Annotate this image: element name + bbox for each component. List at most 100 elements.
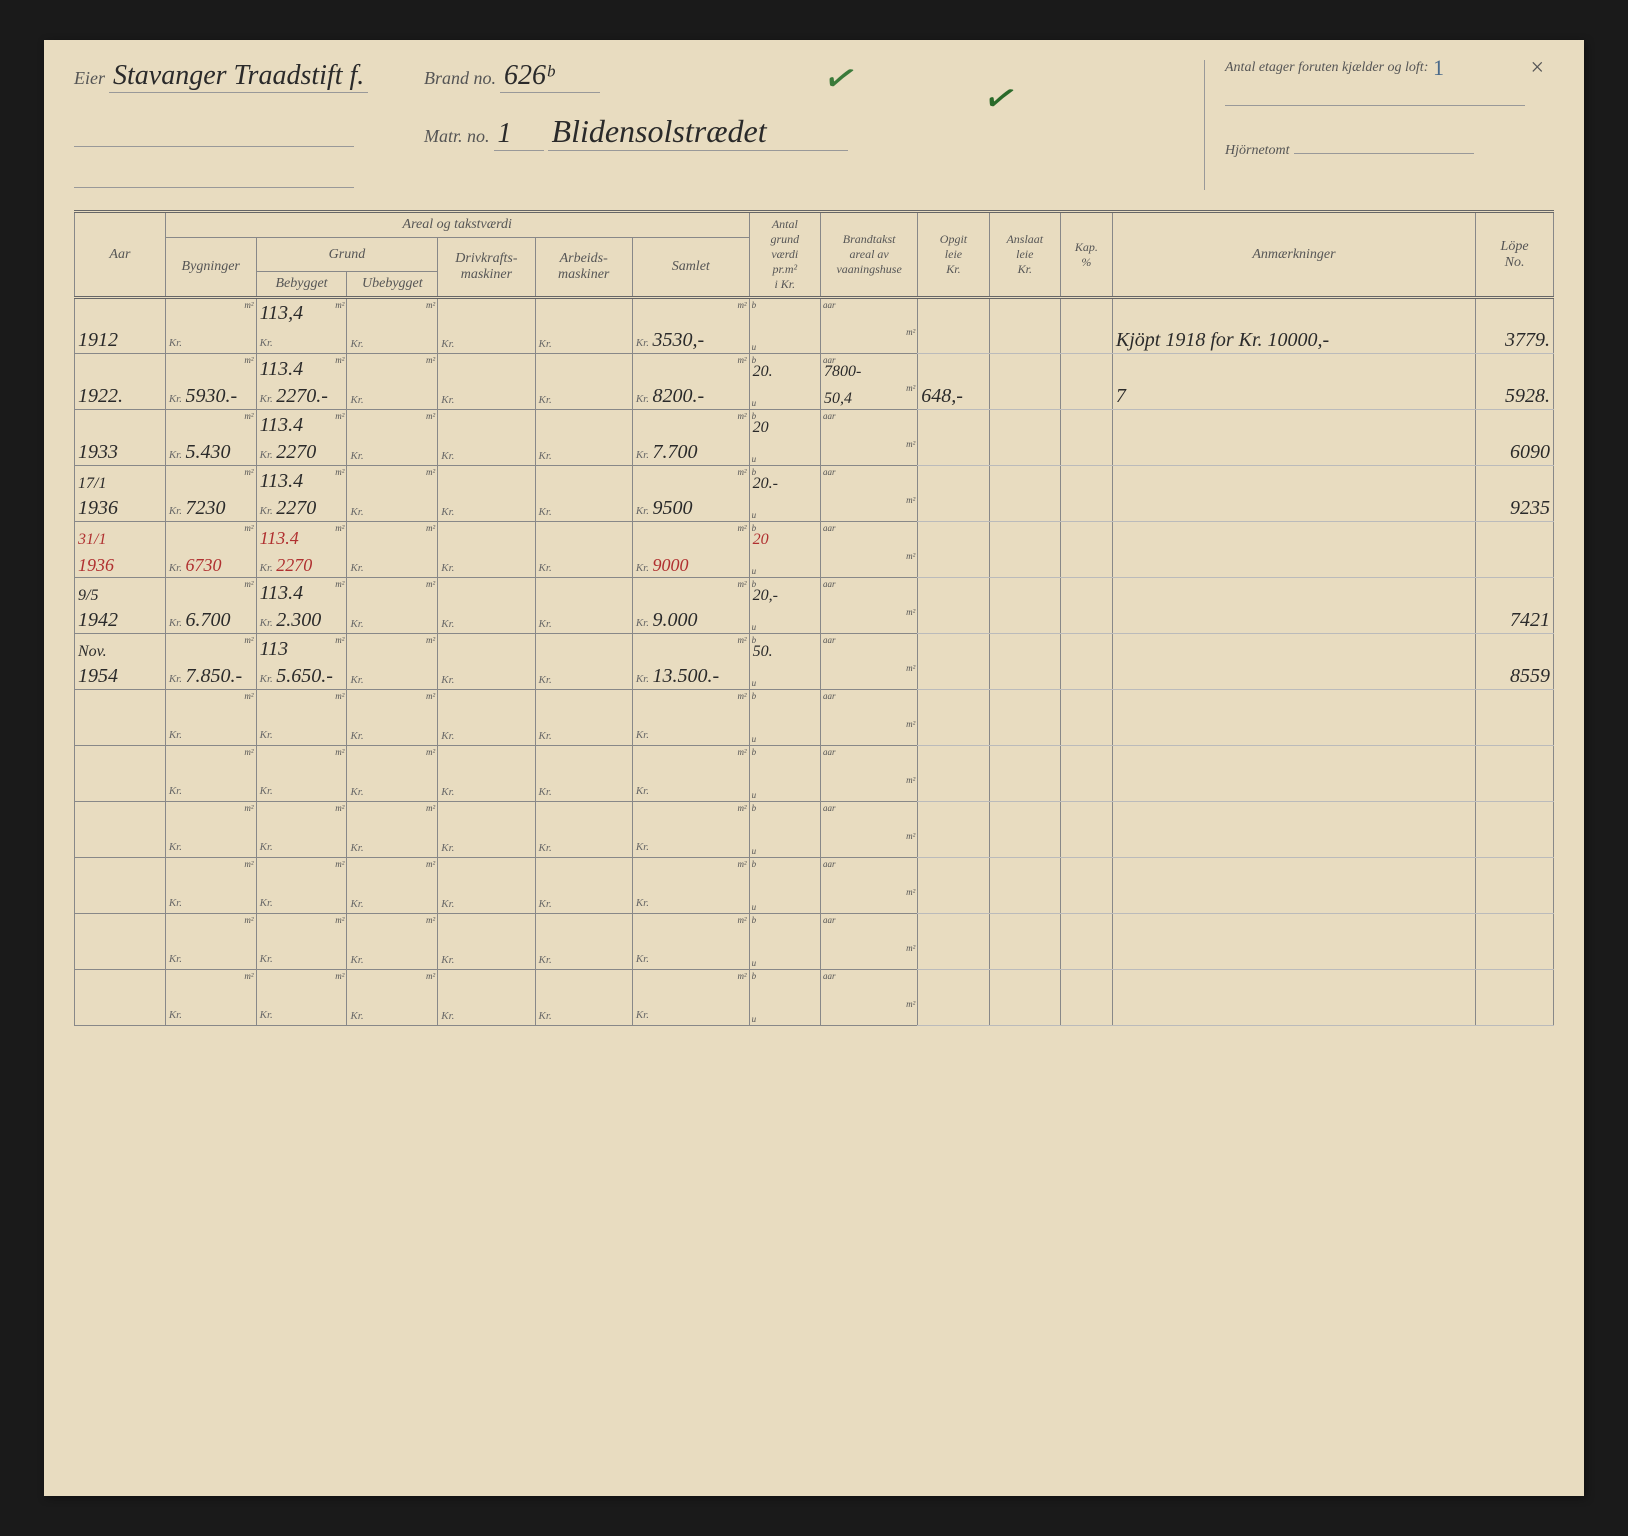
table-row-top: Nov. m² 113m² m² m² b50. aar 8559 — [75, 634, 1554, 662]
cell-sam-top: m² — [632, 690, 749, 718]
cell-sam-kr: Kr. — [632, 998, 749, 1026]
eier-value: Stavanger Traadstift f. — [109, 60, 368, 93]
cell-lope: 6090 — [1476, 410, 1554, 466]
cell-aar: 1936 — [75, 550, 166, 578]
cell-byg-m2: m² — [165, 858, 256, 886]
cell-ant-b: b — [749, 690, 820, 718]
cell-drv-kr: Kr. — [438, 774, 535, 802]
cell-brand-aar: aar — [820, 746, 917, 774]
cell-aar — [75, 718, 166, 746]
cell-byg-m2: m² — [165, 746, 256, 774]
table-row-top: m² m² m² m² b aar — [75, 858, 1554, 886]
th-brand: Brandtakst areal av vaaningshuse — [820, 212, 917, 298]
cell-byg-kr: Kr. — [165, 942, 256, 970]
cell-ube-m2: m² — [347, 914, 438, 942]
cell-anslaat — [989, 522, 1060, 578]
cell-ant-b: b — [749, 914, 820, 942]
cell-arb-kr: Kr. — [535, 942, 632, 970]
cell-arb-top — [535, 522, 632, 550]
table-row-top: m² 113.4m² m² m² b20 aar 6090 — [75, 410, 1554, 438]
cell-anslaat — [989, 690, 1060, 746]
th-anslaat: Anslaat leie Kr. — [989, 212, 1060, 298]
eier-label: Eier — [74, 68, 105, 88]
cell-brand-m2: m² — [820, 326, 917, 354]
cell-brand-m2: m² — [820, 774, 917, 802]
cell-beb-kr: Kr. 2.300 — [256, 606, 347, 634]
cell-ant-b: b — [749, 970, 820, 998]
header-left: Eier Stavanger Traadstift f. — [74, 60, 394, 193]
cell-sam-kr: Kr. 9.000 — [632, 606, 749, 634]
cell-anmerk — [1112, 634, 1475, 690]
cell-drv-kr: Kr. — [438, 662, 535, 690]
cell-ant-u: u — [749, 606, 820, 634]
cell-drv-top — [438, 746, 535, 774]
matrno-value: 1 — [494, 118, 544, 151]
cell-aar-pre: Nov. — [75, 634, 166, 662]
cell-sam-top: m² — [632, 634, 749, 662]
cell-beb-m2: m² — [256, 914, 347, 942]
cell-ube-m2: m² — [347, 522, 438, 550]
table-row-top: m² 113.4m² m² m² b20. aar7800- 648,- 7 5… — [75, 354, 1554, 382]
cell-beb-kr: Kr. — [256, 886, 347, 914]
cell-brand-aar: aar — [820, 466, 917, 494]
cell-drv-kr: Kr. — [438, 438, 535, 466]
cell-opgit — [918, 802, 989, 858]
cell-beb-m2: 113.4m² — [256, 410, 347, 438]
cell-anslaat — [989, 466, 1060, 522]
cell-lope: 9235 — [1476, 466, 1554, 522]
cell-brand-m2: 50,4m² — [820, 382, 917, 410]
cell-aar — [75, 774, 166, 802]
cell-byg-kr: Kr. 6730 — [165, 550, 256, 578]
cell-anslaat — [989, 578, 1060, 634]
cell-byg-kr: Kr. — [165, 326, 256, 354]
cell-drv-kr: Kr. — [438, 382, 535, 410]
cell-anmerk — [1112, 802, 1475, 858]
cell-ube-m2: m² — [347, 746, 438, 774]
cell-arb-top — [535, 354, 632, 382]
cell-sam-kr: Kr. 9500 — [632, 494, 749, 522]
cell-opgit — [918, 858, 989, 914]
cell-kap — [1060, 914, 1112, 970]
cell-lope: 7421 — [1476, 578, 1554, 634]
cell-drv-top — [438, 634, 535, 662]
cell-brand-aar: aar — [820, 802, 917, 830]
cell-sam-kr: Kr. — [632, 830, 749, 858]
cell-aar-pre — [75, 746, 166, 774]
hjornetomt-label: Hjörnetomt — [1225, 143, 1290, 158]
cell-anmerk — [1112, 410, 1475, 466]
cell-beb-m2: m² — [256, 802, 347, 830]
cell-anmerk — [1112, 522, 1475, 578]
cell-ube-kr: Kr. — [347, 774, 438, 802]
cell-ant-u: u — [749, 718, 820, 746]
cell-kap — [1060, 522, 1112, 578]
cell-lope — [1476, 746, 1554, 802]
cell-ant-u: u — [749, 326, 820, 354]
cell-drv-top — [438, 522, 535, 550]
table-row-top: m² m² m² m² b aar — [75, 690, 1554, 718]
th-areal: Areal og takstværdi — [165, 212, 749, 238]
cell-drv-top — [438, 466, 535, 494]
cell-aar: 1942 — [75, 606, 166, 634]
cell-byg-kr: Kr. 5.430 — [165, 438, 256, 466]
cell-brand-m2: m² — [820, 438, 917, 466]
cell-kap — [1060, 578, 1112, 634]
cell-opgit — [918, 746, 989, 802]
cell-arb-kr: Kr. — [535, 774, 632, 802]
table-wrap: Aar Areal og takstværdi Antal grund værd… — [44, 210, 1584, 1026]
cell-aar — [75, 830, 166, 858]
cell-byg-kr: Kr. 6.700 — [165, 606, 256, 634]
cell-sam-kr: Kr. 8200.- — [632, 382, 749, 410]
cell-ube-kr: Kr. — [347, 718, 438, 746]
header-section: Eier Stavanger Traadstift f. Brand no. 6… — [44, 40, 1584, 210]
th-lope: Löpe No. — [1476, 212, 1554, 298]
cell-byg-m2: m² — [165, 466, 256, 494]
cell-arb-top — [535, 970, 632, 998]
cell-byg-kr: Kr. 7.850.- — [165, 662, 256, 690]
cell-ant-b: b20. — [749, 354, 820, 382]
cell-aar — [75, 942, 166, 970]
cell-brand-m2: m² — [820, 606, 917, 634]
cell-ube-kr: Kr. — [347, 550, 438, 578]
cell-brand-m2: m² — [820, 886, 917, 914]
cell-byg-m2: m² — [165, 578, 256, 606]
cell-beb-kr: Kr. — [256, 326, 347, 354]
